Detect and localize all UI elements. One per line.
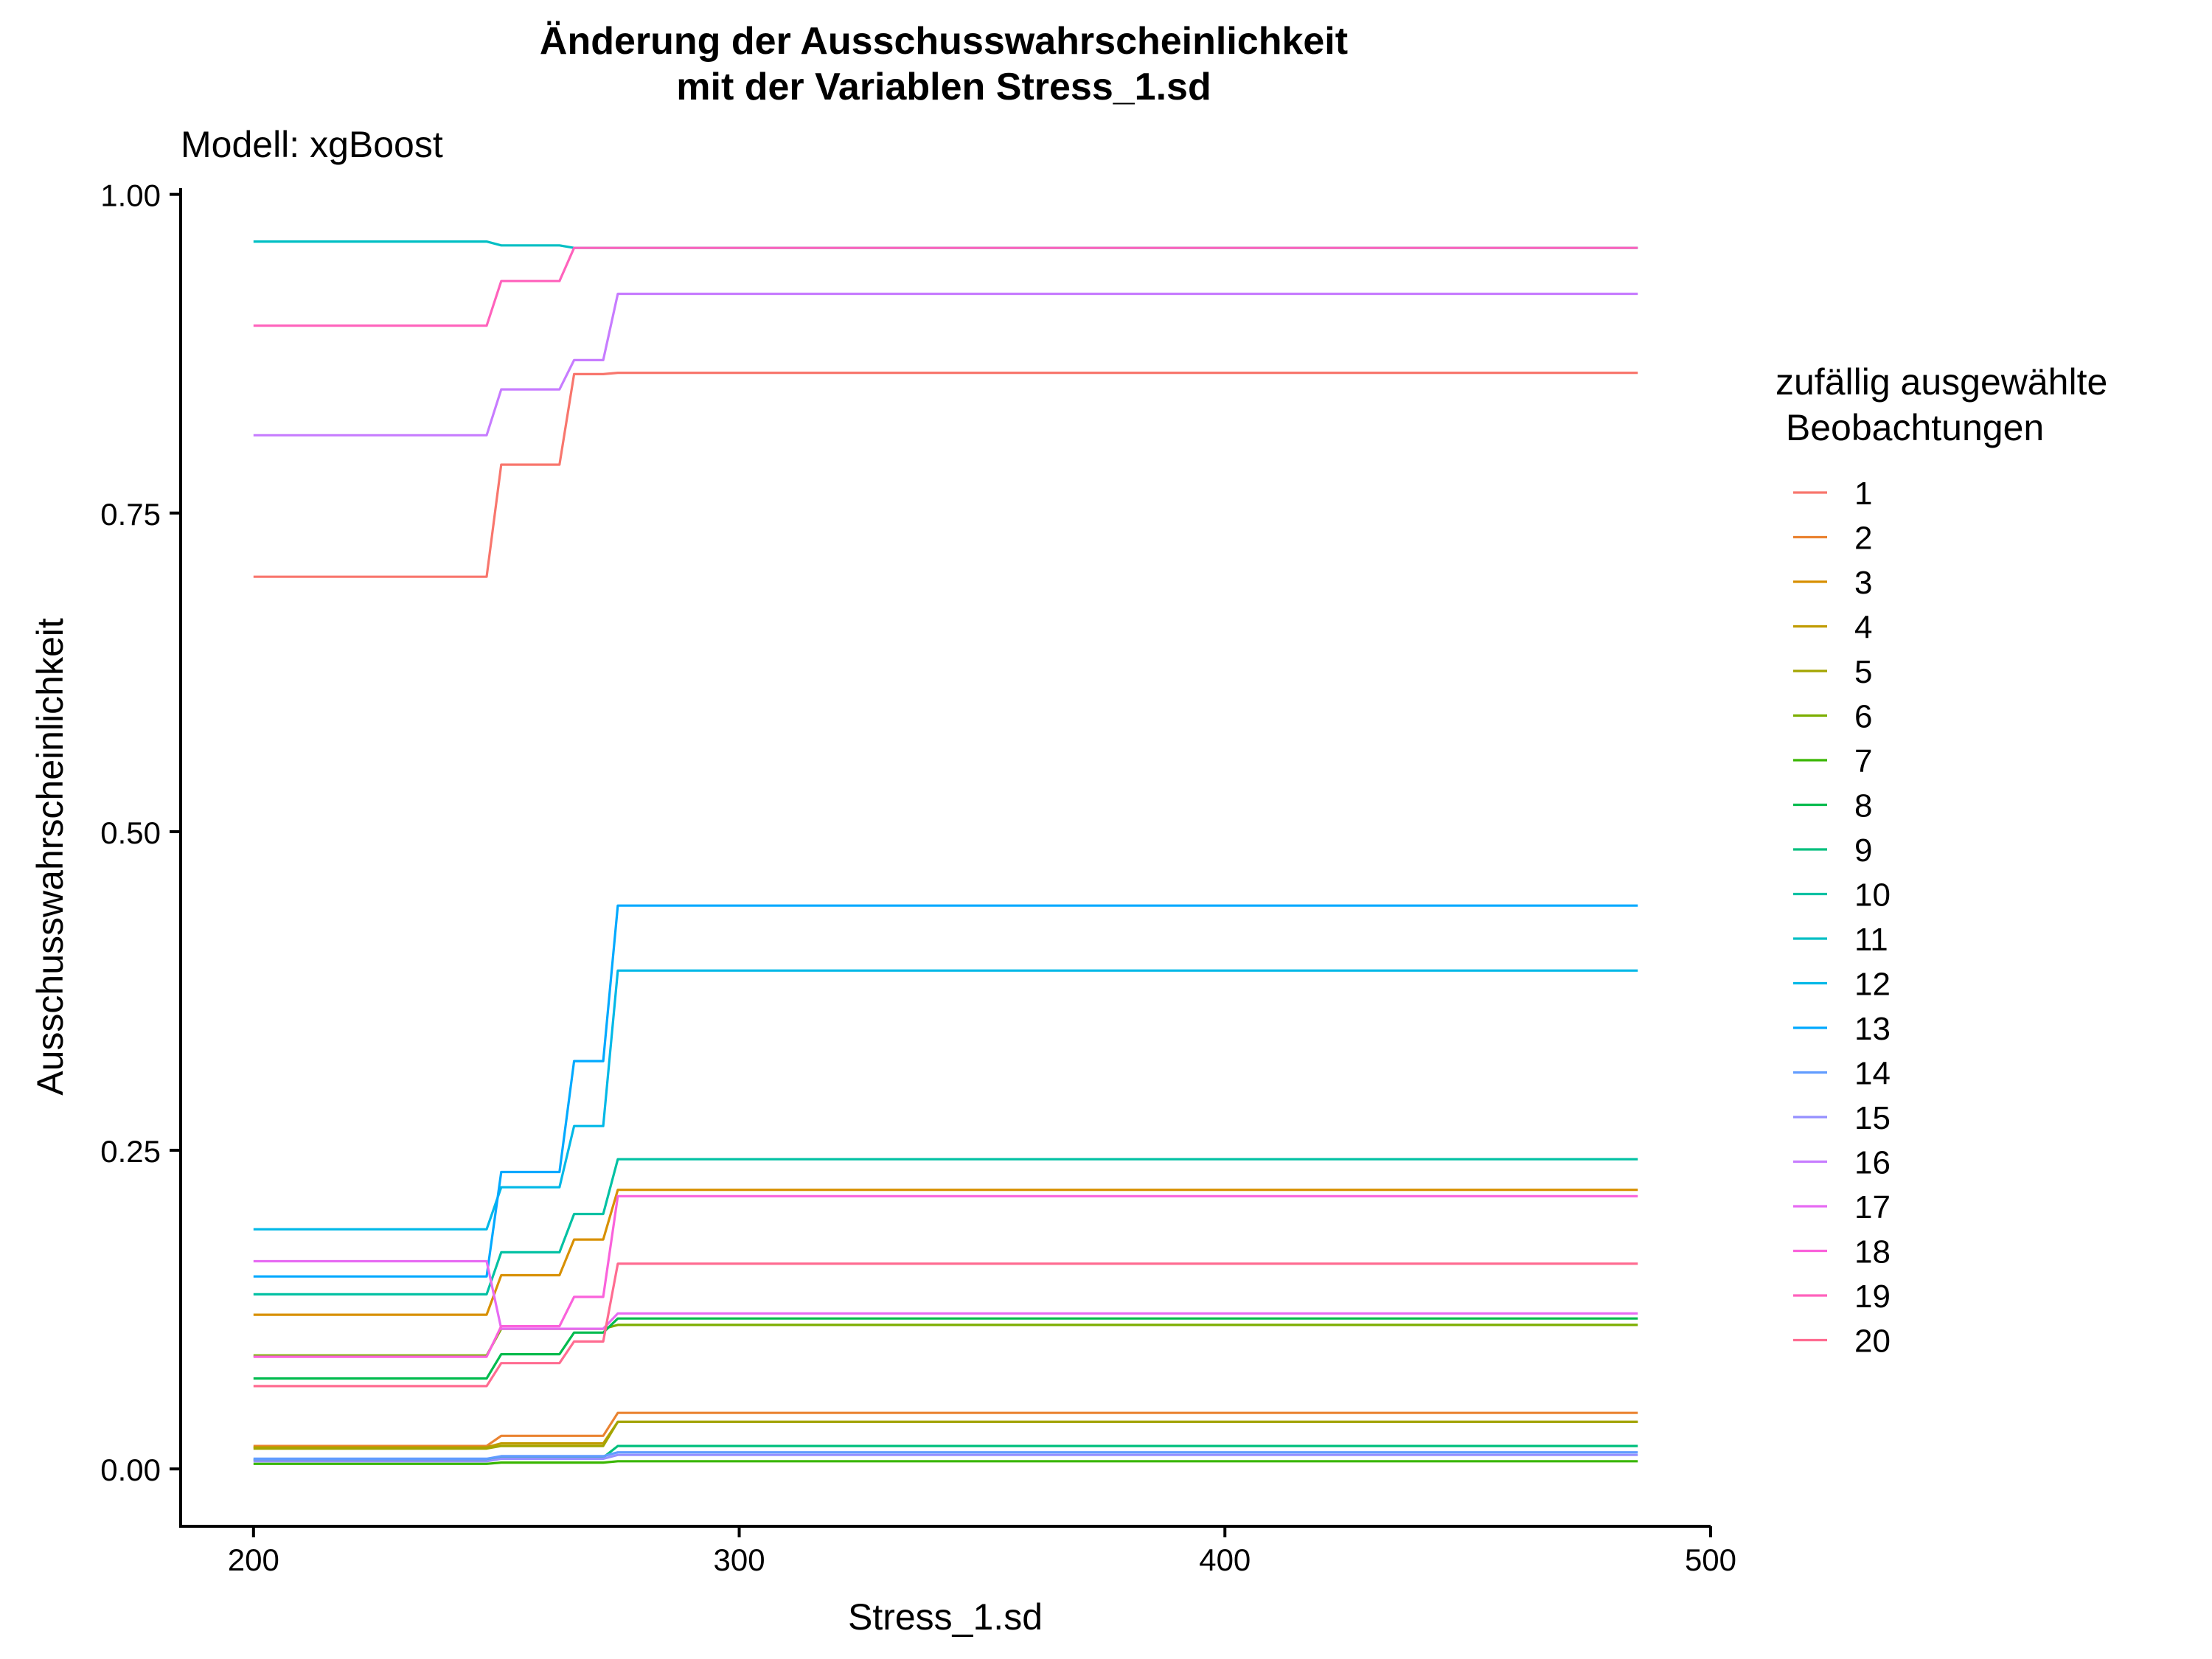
legend-label-19: 19 [1854,1279,1891,1315]
series-line-9 [253,1444,1638,1461]
legend: zufällig ausgewählte Beobachtungen 12345… [1775,361,2107,1360]
chart-title-line1: Änderung der Ausschusswahrscheinlichkeit [540,20,1348,63]
series-line-19 [253,246,1638,327]
legend-label-16: 16 [1854,1145,1891,1181]
legend-title-line1: zufällig ausgewählte [1775,361,2107,403]
series-line-12 [253,969,1638,1231]
x-axis-label: Stress_1.sd [848,1596,1043,1638]
x-tick-label: 500 [1685,1543,1736,1577]
legend-label-20: 20 [1854,1324,1891,1360]
y-tick-label: 0.25 [100,1134,161,1169]
series-line-13 [253,904,1638,1278]
series-line-1 [253,372,1638,578]
series-lines [253,240,1638,1465]
legend-label-7: 7 [1854,743,1872,779]
series-line-10 [253,1158,1638,1296]
legend-label-14: 14 [1854,1056,1891,1092]
x-tick-label: 200 [228,1543,279,1577]
series-line-18 [253,1194,1638,1358]
series-line-7 [253,1460,1638,1465]
series-line-14 [253,1451,1638,1461]
series-line-5 [253,1420,1638,1450]
legend-label-17: 17 [1854,1189,1891,1225]
legend-label-4: 4 [1854,610,1872,646]
series-line-17 [253,1259,1638,1330]
legend-label-15: 15 [1854,1100,1891,1136]
legend-title-line2: Beobachtungen [1775,407,2044,448]
y-axis-ticks: 0.00 0.25 0.50 0.75 1.00 [100,178,181,1487]
chart-title-line2: mit der Variablen Stress_1.sd [676,66,1211,108]
legend-label-5: 5 [1854,654,1872,690]
chart-subtitle: Modell: xgBoost [181,124,443,165]
legend-label-13: 13 [1854,1011,1891,1047]
y-tick-label: 1.00 [100,178,161,213]
series-line-8 [253,1317,1638,1380]
series-line-3 [253,1189,1638,1316]
x-axis-ticks: 200 300 400 500 [228,1526,1736,1577]
y-tick-label: 0.75 [100,497,161,532]
y-tick-label: 0.50 [100,815,161,850]
y-axis-label: Ausschusswahrscheinlichkeit [29,618,71,1096]
legend-label-9: 9 [1854,832,1872,869]
series-line-16 [253,292,1638,437]
legend-label-2: 2 [1854,521,1872,557]
legend-label-11: 11 [1854,922,1888,958]
legend-label-1: 1 [1854,476,1872,512]
y-tick-label: 0.00 [100,1453,161,1487]
series-line-2 [253,1411,1638,1447]
x-tick-label: 300 [714,1543,765,1577]
series-line-15 [253,1453,1638,1463]
legend-label-10: 10 [1854,877,1891,914]
legend-label-3: 3 [1854,565,1872,601]
legend-label-12: 12 [1854,967,1891,1003]
plot-area: 0.00 0.25 0.50 0.75 1.00 200 300 400 500 [100,178,1736,1577]
legend-label-6: 6 [1854,699,1872,735]
series-line-20 [253,1262,1638,1388]
legend-label-8: 8 [1854,788,1872,824]
legend-label-18: 18 [1854,1234,1891,1270]
x-tick-label: 400 [1199,1543,1251,1577]
